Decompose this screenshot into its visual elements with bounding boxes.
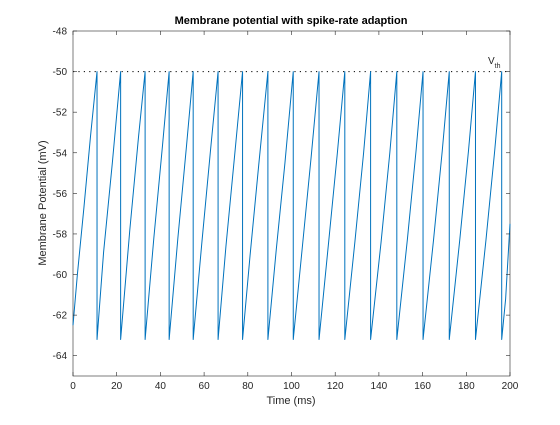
y-tick-label: -62 [53,311,68,322]
x-tick-label: 160 [414,381,431,392]
threshold-label-sub: th [495,63,501,70]
threshold-label-main: V [488,56,495,67]
plot-area [72,30,511,377]
y-tick-label: -58 [53,229,68,240]
x-tick-label: 80 [242,381,254,392]
y-tick-label: -54 [53,148,68,159]
x-tick-label: 40 [155,381,167,392]
x-tick-label: 180 [458,381,475,392]
x-tick-label: 100 [283,381,300,392]
y-tick-label: -48 [53,27,68,38]
x-tick-label: 60 [199,381,211,392]
x-tick-label: 140 [371,381,388,392]
series-line-1 [72,71,511,340]
threshold-label: Vth [488,56,501,70]
x-tick-label: 20 [111,381,123,392]
y-axis-label: Membrane Potential (mV) [37,140,49,265]
y-tick-label: -64 [53,351,68,362]
chart-title: Membrane potential with spike-rate adapt… [175,15,408,27]
y-tick-label: -56 [53,189,68,200]
x-tick-label: 120 [327,381,344,392]
y-tick-label: -60 [53,270,68,281]
y-tick-label: -50 [53,67,68,78]
y-tick-label: -52 [53,108,68,119]
x-axis-label: Time (ms) [266,395,315,407]
x-tick-label: 200 [502,381,519,392]
x-tick-label: 0 [70,381,76,392]
